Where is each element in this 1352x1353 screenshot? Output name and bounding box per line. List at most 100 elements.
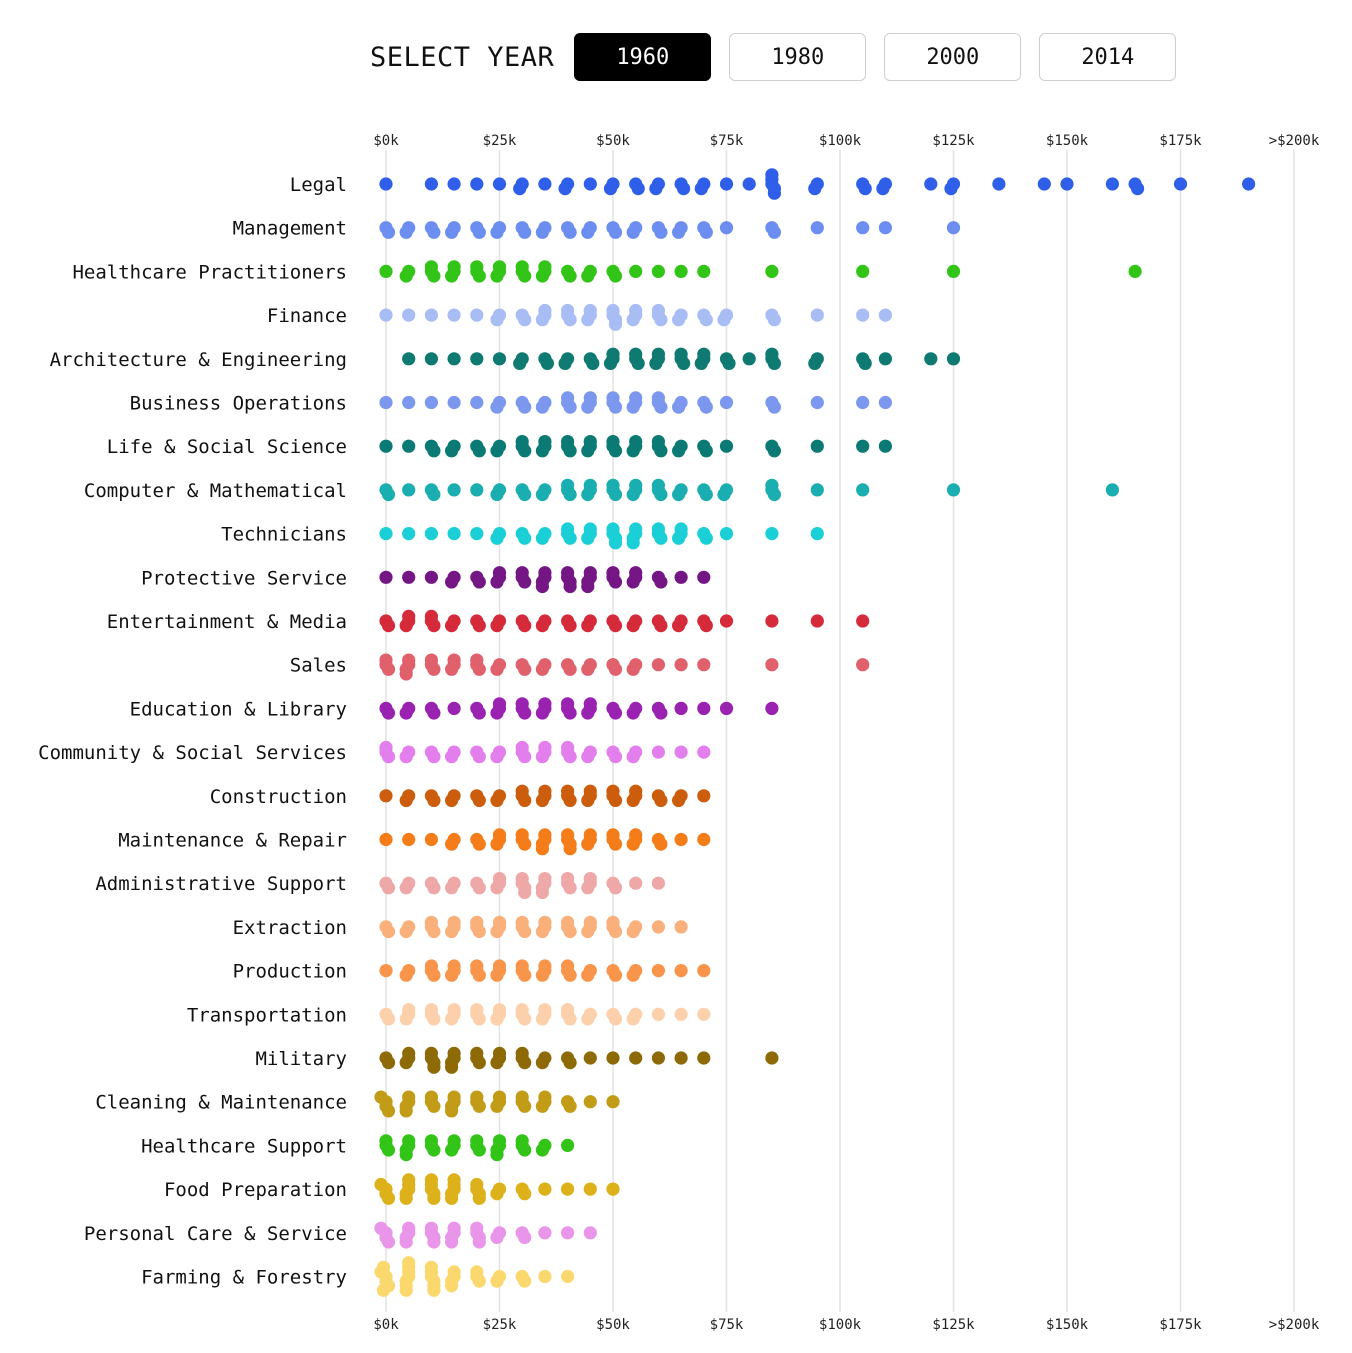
data-dot (1105, 483, 1119, 497)
x-tick-label-bottom: $50k (596, 1317, 630, 1333)
data-dot (631, 182, 645, 196)
data-dot (402, 308, 416, 322)
data-dot (402, 1256, 416, 1270)
data-dot (379, 264, 393, 278)
data-dot (651, 745, 666, 759)
data-dot (399, 1104, 413, 1118)
data-dot (515, 959, 529, 973)
data-dot (581, 225, 595, 239)
category-label: Maintenance & Repair (118, 830, 347, 852)
x-tick-label-bottom: $100k (819, 1317, 862, 1333)
data-dot (1128, 264, 1142, 278)
data-dot (424, 609, 438, 624)
data-dot (1131, 182, 1145, 196)
data-dot (767, 186, 782, 200)
data-dot (402, 527, 416, 541)
data-dot (445, 1191, 459, 1205)
data-dot (538, 959, 552, 973)
data-dot (699, 619, 713, 633)
series-swarm (379, 1003, 711, 1026)
data-dot (447, 915, 461, 929)
data-dot (561, 828, 575, 842)
data-dot (399, 1191, 413, 1205)
data-dot (515, 1134, 529, 1148)
data-dot (742, 177, 756, 191)
data-dot (765, 658, 779, 672)
data-dot (697, 789, 711, 803)
year-button-2000[interactable]: 2000 (884, 33, 1022, 81)
data-dot (583, 1182, 597, 1196)
data-dot (374, 1177, 388, 1192)
category-label: Entertainment & Media (107, 611, 347, 633)
data-dot (810, 439, 824, 453)
data-dot (447, 701, 461, 716)
data-dot (626, 706, 640, 720)
data-dot (424, 1221, 438, 1235)
data-dot (626, 924, 640, 939)
data-dot (447, 1134, 461, 1148)
series-swarm (402, 347, 961, 370)
year-button-2014[interactable]: 2014 (1039, 33, 1177, 81)
data-dot (629, 566, 643, 580)
data-dot (518, 531, 532, 545)
data-dot (379, 308, 393, 322)
data-dot (447, 308, 461, 322)
data-dot (402, 1134, 416, 1148)
data-dot (535, 531, 550, 545)
data-dot (447, 483, 461, 497)
year-button-1960[interactable]: 1960 (574, 33, 712, 81)
data-dot (581, 662, 595, 676)
data-dot (470, 483, 484, 497)
data-dot (447, 1003, 461, 1017)
data-dot (856, 614, 870, 628)
category-label: Construction (210, 786, 347, 808)
series-swarm (374, 1256, 575, 1297)
data-dot (697, 1051, 711, 1065)
data-dot (765, 264, 779, 278)
x-tick-label-top: $125k (932, 133, 975, 149)
data-dot (447, 1265, 461, 1279)
data-dot (810, 308, 824, 322)
data-dot (810, 527, 824, 541)
data-dot (490, 1187, 504, 1201)
year-button-1980[interactable]: 1980 (729, 33, 867, 81)
data-dot (470, 653, 484, 667)
data-dot (470, 177, 484, 191)
data-dot (490, 313, 504, 327)
data-dot (447, 177, 461, 191)
data-dot (856, 658, 870, 672)
data-dot (581, 1012, 595, 1026)
series-swarm (379, 1134, 575, 1162)
data-dot (381, 225, 396, 239)
x-tick-label-bottom: $75k (710, 1317, 744, 1333)
data-dot (651, 964, 666, 978)
data-dot (719, 221, 734, 235)
data-dot (518, 885, 532, 900)
data-dot (490, 1274, 504, 1288)
data-dot (424, 1134, 438, 1148)
data-dot (427, 1191, 441, 1205)
data-dot (674, 347, 688, 361)
data-dot (563, 1099, 577, 1113)
data-dot (699, 225, 713, 239)
data-dot (381, 924, 396, 939)
category-label: Community & Social Services (38, 742, 347, 764)
x-tick-label-top: $100k (819, 133, 862, 149)
x-tick-label-bottom: $150k (1046, 1317, 1089, 1333)
data-dot (651, 347, 666, 361)
data-dot (606, 303, 620, 318)
data-dot (608, 662, 623, 676)
data-dot (538, 1090, 552, 1104)
data-dot (722, 356, 736, 370)
data-dot (719, 439, 734, 453)
data-dot (561, 435, 575, 449)
data-dot (492, 872, 507, 886)
category-label: Business Operations (130, 393, 347, 415)
data-dot (672, 793, 686, 808)
data-dot (472, 793, 486, 808)
data-dot (379, 964, 393, 978)
data-dot (399, 793, 413, 808)
data-dot (626, 619, 640, 633)
data-dot (518, 1187, 532, 1201)
